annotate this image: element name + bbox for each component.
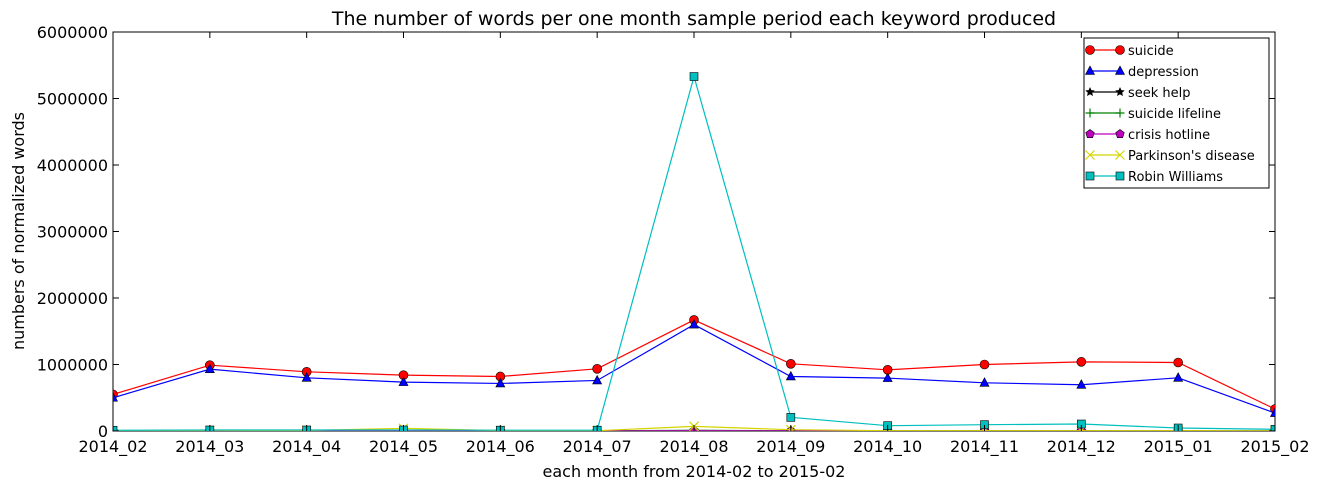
- data-point-depression: [785, 370, 796, 381]
- data-point-depression: [689, 318, 699, 329]
- data-point-suicide: [1173, 357, 1183, 368]
- x-tick-label: 2014_07: [563, 437, 632, 457]
- data-point-robin-williams: [113, 426, 118, 431]
- chart-title: The number of words per one month sample…: [331, 8, 1056, 30]
- y-tick-label: 3000000: [37, 223, 108, 242]
- legend-marker-depression: [1115, 65, 1125, 75]
- legend-marker-robin-williams: [1085, 171, 1095, 181]
- data-point-depression: [495, 377, 506, 388]
- x-tick-label: 2014_08: [659, 437, 728, 457]
- series-line-depression: [113, 323, 1275, 414]
- x-tick-label: 2014_02: [78, 437, 147, 457]
- legend-marker-parkinson-s-disease: [1115, 150, 1125, 160]
- data-point-depression: [113, 392, 118, 402]
- legend-marker-seek-help: [1115, 86, 1125, 97]
- data-point-suicide: [592, 364, 602, 374]
- data-point-suicide: [1076, 357, 1087, 367]
- x-tick-label: 2014_10: [853, 437, 922, 457]
- x-tick-label: 2015_02: [1240, 437, 1309, 457]
- legend-label-depression: depression: [1128, 65, 1199, 80]
- legend-marker-crisis-hotline: [1085, 129, 1095, 138]
- data-point-robin-williams: [786, 413, 796, 422]
- legend-label-parkinson-s-disease: Parkinson's disease: [1128, 149, 1255, 164]
- data-point-depression: [1076, 379, 1087, 389]
- series-line-suicide: [113, 319, 1275, 410]
- x-axis-ticks: 2014_02 2014_03 2014_04 2014_05 2014_06 2014_…: [78, 32, 1310, 457]
- y-tick-label: 4000000: [37, 156, 108, 175]
- legend-marker-parkinson-s-disease: [1085, 150, 1095, 160]
- data-point-depression: [592, 374, 603, 385]
- data-point-suicide: [979, 359, 990, 370]
- legend-label-robin-williams: Robin Williams: [1128, 170, 1223, 185]
- y-axis-label: numbers of normalized words: [9, 112, 28, 350]
- legend-marker-suicide-lifeline: [1085, 108, 1095, 118]
- legend-label-suicide-lifeline: suicide lifeline: [1128, 107, 1221, 122]
- y-axis-ticks: 0 1000000 2000000 3000000 4000000 5000000 6000…: [37, 23, 1275, 441]
- y-tick-label: 0: [98, 422, 108, 441]
- y-tick-label: 2000000: [37, 289, 108, 308]
- legend-label-crisis-hotline: crisis hotline: [1128, 128, 1210, 143]
- x-tick-label: 2014_06: [466, 437, 535, 457]
- y-tick-label: 5000000: [37, 90, 108, 109]
- x-tick-label: 2014_12: [1047, 437, 1116, 457]
- legend-label-seek-help: seek help: [1128, 86, 1191, 101]
- x-axis-label: each month from 2014-02 to 2015-02: [543, 462, 846, 481]
- legend-marker-seek-help: [1085, 86, 1095, 97]
- legend-label-suicide: suicide: [1128, 44, 1174, 59]
- data-point-suicide: [786, 359, 796, 369]
- legend-marker-depression: [1085, 65, 1095, 75]
- data-point-depression: [1173, 372, 1184, 382]
- data-point-depression: [979, 377, 990, 387]
- data-point-depression: [301, 372, 312, 382]
- x-tick-label: 2014_03: [175, 437, 244, 457]
- data-point-depression: [204, 363, 215, 373]
- x-tick-label: 2014_04: [272, 437, 341, 457]
- legend: suicide depression seek help suicide lifeli…: [1083, 37, 1270, 189]
- legend-marker-suicide: [1085, 45, 1095, 55]
- legend-marker-suicide-lifeline: [1115, 108, 1125, 118]
- x-tick-label: 2014_09: [756, 437, 825, 457]
- data-point-depression: [398, 376, 409, 386]
- y-tick-label: 1000000: [37, 356, 108, 375]
- legend-marker-suicide: [1115, 45, 1125, 55]
- data-point-robin-williams: [1270, 425, 1275, 431]
- x-tick-label: 2014_05: [369, 437, 438, 457]
- x-tick-label: 2014_11: [950, 437, 1019, 457]
- data-point-depression: [882, 372, 893, 382]
- x-tick-label: 2015_01: [1144, 437, 1213, 457]
- legend-marker-robin-williams: [1115, 171, 1125, 181]
- data-point-depression: [1270, 407, 1275, 417]
- legend-marker-crisis-hotline: [1115, 129, 1125, 138]
- data-point-robin-williams: [689, 72, 699, 81]
- y-tick-label: 6000000: [37, 23, 108, 42]
